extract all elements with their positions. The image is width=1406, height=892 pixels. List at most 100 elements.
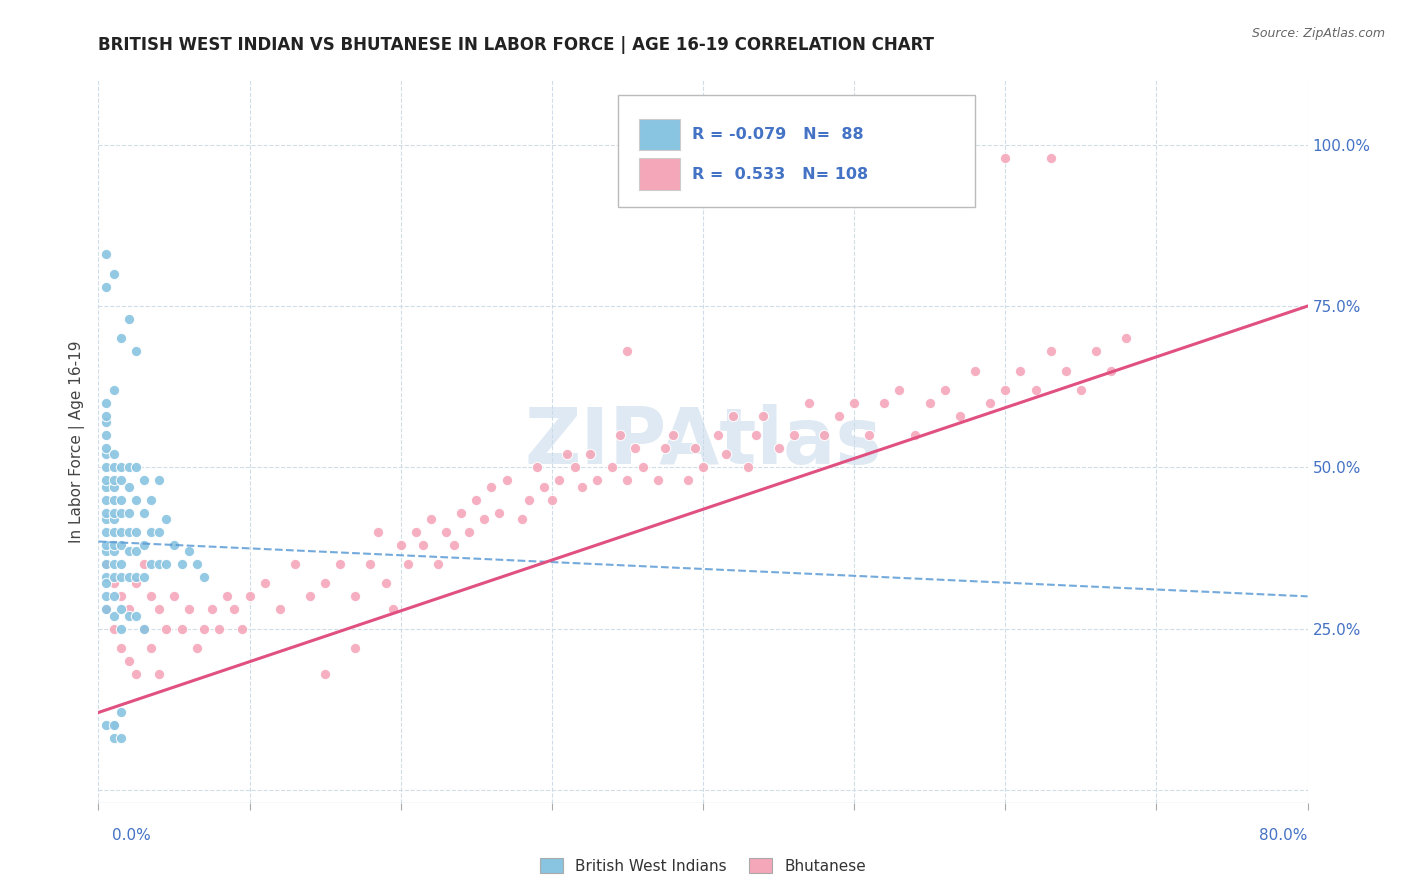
Point bbox=[155, 557, 177, 571]
Point bbox=[934, 383, 956, 397]
Point bbox=[472, 512, 495, 526]
Point bbox=[94, 590, 117, 604]
Point bbox=[118, 654, 141, 668]
Point bbox=[103, 524, 125, 539]
Point bbox=[103, 718, 125, 732]
Point bbox=[103, 622, 125, 636]
Point bbox=[179, 544, 201, 558]
Point bbox=[103, 557, 125, 571]
Point bbox=[132, 473, 155, 487]
Point bbox=[253, 576, 276, 591]
Point bbox=[979, 396, 1001, 410]
Point bbox=[148, 602, 170, 616]
Point bbox=[94, 473, 117, 487]
Point bbox=[465, 492, 488, 507]
Point bbox=[616, 344, 638, 359]
Point bbox=[148, 666, 170, 681]
Text: 80.0%: 80.0% bbox=[1260, 828, 1308, 843]
Text: 0.0%: 0.0% bbox=[112, 828, 152, 843]
Y-axis label: In Labor Force | Age 16-19: In Labor Force | Age 16-19 bbox=[69, 340, 86, 543]
Point bbox=[94, 279, 117, 293]
Point bbox=[110, 492, 132, 507]
Point bbox=[1099, 363, 1122, 377]
Point bbox=[797, 396, 820, 410]
Point bbox=[141, 492, 163, 507]
Point bbox=[103, 544, 125, 558]
Point bbox=[163, 590, 186, 604]
Point bbox=[813, 428, 835, 442]
Point bbox=[1039, 344, 1062, 359]
Point bbox=[533, 480, 555, 494]
Point bbox=[224, 602, 246, 616]
Point bbox=[103, 480, 125, 494]
Point bbox=[94, 524, 117, 539]
Point bbox=[125, 492, 148, 507]
Point bbox=[110, 460, 132, 475]
Point bbox=[443, 538, 465, 552]
Point bbox=[125, 524, 148, 539]
Point bbox=[904, 428, 927, 442]
Point bbox=[714, 447, 737, 461]
Point bbox=[299, 590, 322, 604]
Point bbox=[148, 473, 170, 487]
Point bbox=[132, 622, 155, 636]
Point bbox=[555, 447, 578, 461]
Point bbox=[389, 538, 412, 552]
Point bbox=[616, 473, 638, 487]
Point bbox=[676, 473, 699, 487]
Point bbox=[994, 151, 1017, 165]
Point bbox=[110, 570, 132, 584]
Point bbox=[374, 576, 396, 591]
Point bbox=[110, 706, 132, 720]
Point bbox=[631, 460, 654, 475]
FancyBboxPatch shape bbox=[638, 119, 681, 151]
Point bbox=[624, 441, 647, 455]
FancyBboxPatch shape bbox=[638, 158, 681, 190]
Point bbox=[110, 731, 132, 746]
Point bbox=[215, 590, 238, 604]
Point bbox=[1070, 383, 1092, 397]
Point bbox=[141, 524, 163, 539]
Point bbox=[94, 460, 117, 475]
Point bbox=[1054, 363, 1077, 377]
Legend: British West Indians, Bhutanese: British West Indians, Bhutanese bbox=[534, 852, 872, 880]
Point bbox=[314, 666, 336, 681]
Point bbox=[495, 473, 517, 487]
Point bbox=[783, 428, 806, 442]
Point bbox=[752, 409, 775, 423]
Point bbox=[510, 512, 533, 526]
Point bbox=[481, 480, 503, 494]
Point bbox=[125, 460, 148, 475]
Point bbox=[103, 731, 125, 746]
Point bbox=[110, 640, 132, 655]
Point bbox=[1115, 331, 1137, 345]
Point bbox=[94, 557, 117, 571]
Point bbox=[103, 590, 125, 604]
Point bbox=[103, 512, 125, 526]
Point bbox=[125, 608, 148, 623]
Point bbox=[110, 473, 132, 487]
Point bbox=[1039, 151, 1062, 165]
Point bbox=[647, 473, 669, 487]
Text: ZIPAtlas: ZIPAtlas bbox=[524, 403, 882, 480]
Point bbox=[844, 396, 866, 410]
Text: BRITISH WEST INDIAN VS BHUTANESE IN LABOR FORCE | AGE 16-19 CORRELATION CHART: BRITISH WEST INDIAN VS BHUTANESE IN LABO… bbox=[98, 36, 935, 54]
Point bbox=[118, 312, 141, 326]
Point bbox=[125, 666, 148, 681]
Point bbox=[994, 383, 1017, 397]
Point bbox=[125, 570, 148, 584]
Point bbox=[94, 415, 117, 429]
Point bbox=[427, 557, 450, 571]
Point bbox=[110, 524, 132, 539]
Point bbox=[110, 602, 132, 616]
Point bbox=[148, 524, 170, 539]
Point bbox=[118, 602, 141, 616]
Point bbox=[94, 247, 117, 261]
Point bbox=[118, 524, 141, 539]
Point bbox=[949, 409, 972, 423]
Point bbox=[965, 363, 987, 377]
Point bbox=[360, 557, 382, 571]
Point bbox=[186, 640, 208, 655]
Point bbox=[707, 428, 730, 442]
Point bbox=[103, 506, 125, 520]
